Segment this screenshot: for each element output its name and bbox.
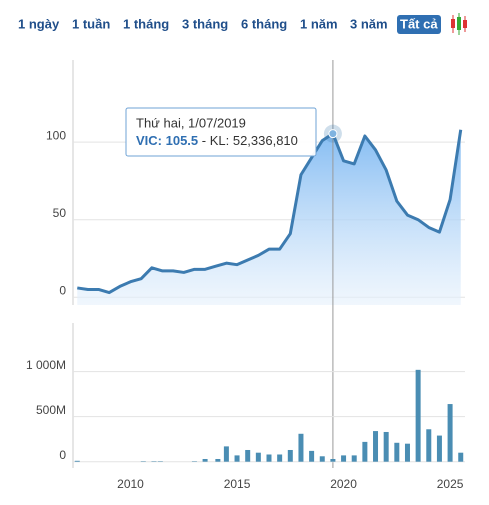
volume-bar bbox=[277, 454, 282, 461]
volume-bar bbox=[320, 456, 325, 461]
volume-bar bbox=[267, 454, 272, 461]
y-tick-label: 0 bbox=[59, 448, 66, 462]
volume-bar bbox=[309, 451, 314, 462]
volume-bar bbox=[341, 455, 346, 461]
volume-bar bbox=[298, 434, 303, 462]
volume-bar bbox=[426, 429, 431, 461]
x-tick-label: 2025 bbox=[437, 477, 464, 491]
range-button[interactable]: 3 tháng bbox=[182, 16, 228, 31]
volume-bar bbox=[394, 443, 399, 462]
volume-bar bbox=[352, 455, 357, 461]
volume-bar bbox=[373, 431, 378, 462]
range-button[interactable]: 1 tháng bbox=[123, 16, 169, 31]
range-button[interactable]: 1 năm bbox=[300, 16, 338, 31]
range-button[interactable]: 1 tuần bbox=[72, 16, 110, 31]
x-tick-label: 2010 bbox=[117, 477, 144, 491]
range-button[interactable]: 6 tháng bbox=[241, 16, 287, 31]
hover-point bbox=[329, 130, 337, 138]
range-button[interactable]: 1 ngày bbox=[18, 16, 60, 31]
tooltip-price: VIC: 105.5 bbox=[136, 133, 198, 148]
range-button[interactable]: Tất cả bbox=[400, 16, 438, 31]
y-tick-label: 0 bbox=[59, 283, 66, 297]
volume-bar bbox=[245, 450, 250, 462]
range-button[interactable]: 3 năm bbox=[350, 16, 388, 31]
tooltip-values: VIC: 105.5 - KL: 52,336,810 bbox=[136, 133, 298, 148]
y-tick-label: 100 bbox=[46, 128, 66, 142]
y-tick-label: 1 000M bbox=[26, 358, 66, 372]
tooltip-volume: - KL: 52,336,810 bbox=[198, 133, 298, 148]
candlestick-icon bbox=[451, 13, 467, 35]
y-tick-label: 50 bbox=[53, 206, 67, 220]
volume-bar bbox=[405, 444, 410, 462]
volume-bar bbox=[384, 432, 389, 462]
volume-bar bbox=[288, 450, 293, 462]
volume-bar bbox=[437, 436, 442, 462]
tooltip-date: Thứ hai, 1/07/2019 bbox=[136, 115, 246, 130]
tooltip: Thứ hai, 1/07/2019 VIC: 105.5 - KL: 52,33… bbox=[126, 108, 316, 156]
volume-bar bbox=[235, 455, 240, 461]
y-tick-label: 500M bbox=[36, 403, 66, 417]
volume-bar bbox=[416, 370, 421, 462]
volume-bar bbox=[448, 404, 453, 462]
x-tick-label: 2015 bbox=[224, 477, 251, 491]
x-tick-label: 2020 bbox=[330, 477, 357, 491]
volume-bar bbox=[203, 459, 208, 462]
volume-bar bbox=[330, 459, 335, 462]
volume-bar bbox=[224, 446, 229, 461]
volume-bar bbox=[256, 453, 261, 462]
volume-bar bbox=[215, 459, 220, 462]
volume-bar bbox=[362, 442, 367, 462]
volume-bar bbox=[458, 453, 463, 462]
volume-bar bbox=[75, 461, 80, 462]
